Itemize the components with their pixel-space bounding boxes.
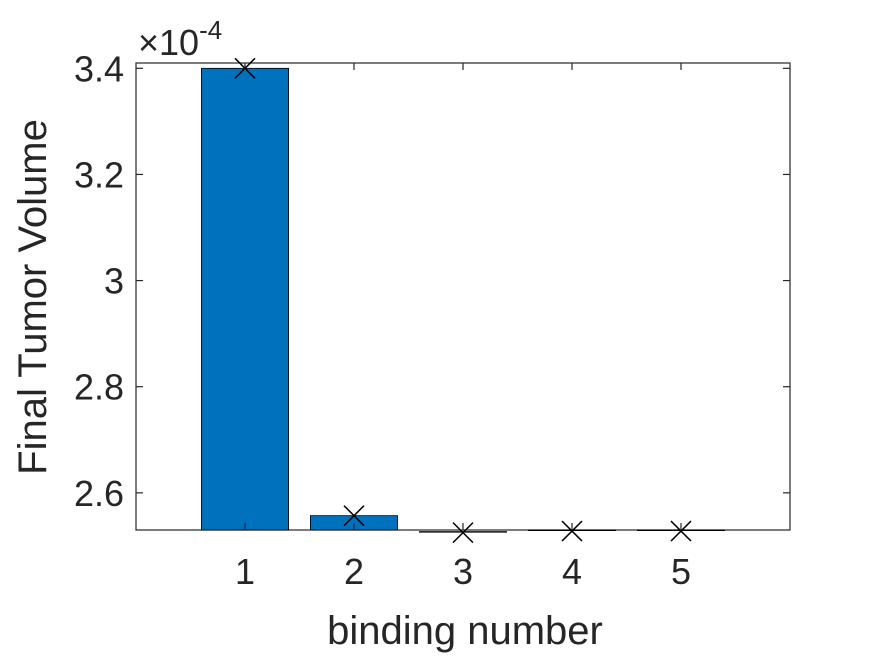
marker-5 bbox=[670, 520, 692, 542]
x-tick-label: 3 bbox=[453, 551, 473, 592]
y-axis-label: Final Tumor Volume bbox=[11, 119, 55, 475]
bars-group bbox=[200, 67, 726, 533]
x-tick-label: 5 bbox=[671, 551, 691, 592]
x-tick-label: 2 bbox=[344, 551, 364, 592]
y-tick-label: 3.4 bbox=[74, 48, 124, 89]
marker-4 bbox=[561, 520, 583, 542]
y-axis-exponent-power: -4 bbox=[199, 15, 222, 45]
y-axis-exponent: ×10-4 bbox=[138, 15, 222, 63]
marker-3 bbox=[452, 522, 474, 544]
y-tick-label: 2.6 bbox=[74, 473, 124, 514]
y-axis-exponent-base: ×10 bbox=[138, 22, 199, 63]
x-tick-label: 1 bbox=[235, 551, 255, 592]
marker-2 bbox=[343, 505, 365, 527]
y-axis-ticks: 2.6 2.8 3 3.2 3.4 bbox=[74, 48, 790, 514]
x-axis-ticks: 1 2 3 4 5 bbox=[235, 63, 691, 592]
bar-1 bbox=[200, 67, 289, 531]
markers-group bbox=[234, 57, 692, 544]
y-tick-label: 3 bbox=[104, 261, 124, 302]
x-axis-label: binding number bbox=[327, 609, 603, 653]
x-tick-label: 4 bbox=[562, 551, 582, 592]
y-tick-label: 2.8 bbox=[74, 367, 124, 408]
y-tick-label: 3.2 bbox=[74, 154, 124, 195]
